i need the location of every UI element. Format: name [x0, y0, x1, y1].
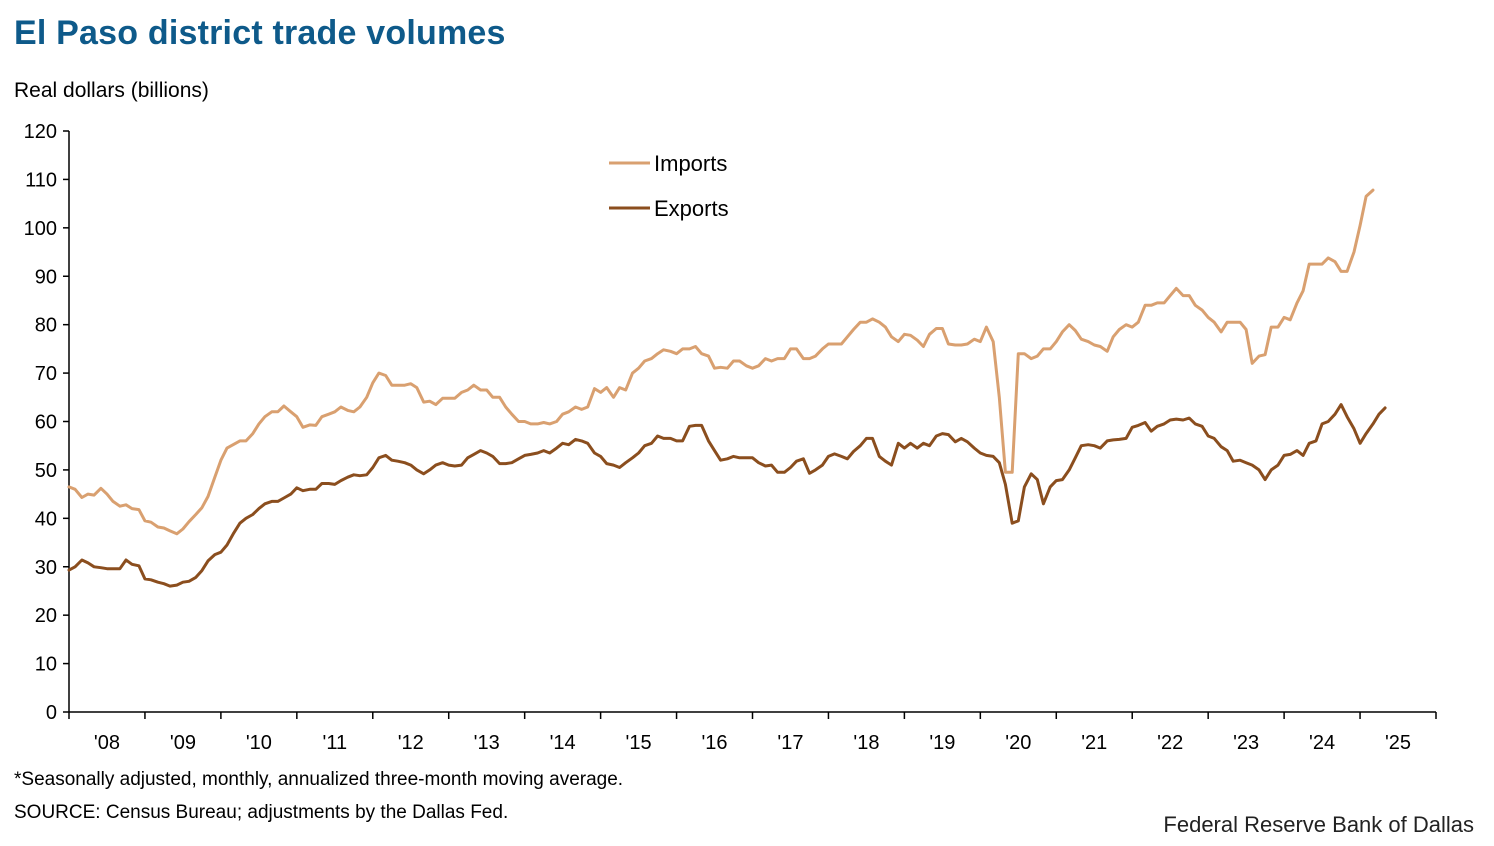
- series-line-exports: [67, 403, 1387, 588]
- y-tick-label: 120: [24, 121, 57, 143]
- x-tick-label: '16: [701, 732, 727, 754]
- x-tick-label: '15: [626, 732, 652, 754]
- brand-credit: Federal Reserve Bank of Dallas: [1163, 812, 1474, 837]
- chart-axes: 0 10 20 30 40 50 60 70 80 90 100 110 120 '08 '09 '10 '11…: [24, 121, 1437, 754]
- x-tick-label: '22: [1157, 732, 1183, 754]
- x-tick-label: '21: [1081, 732, 1107, 754]
- x-tick-label: '12: [398, 732, 424, 754]
- x-tick-label: '08: [94, 732, 120, 754]
- x-tick-label: '10: [246, 732, 272, 754]
- chart-series: [67, 188, 1387, 588]
- source-note: SOURCE: Census Bureau; adjustments by th…: [14, 802, 509, 823]
- x-tick-label: '14: [550, 732, 576, 754]
- x-tick-label: '17: [777, 732, 803, 754]
- series-line-imports: [67, 188, 1375, 536]
- x-tick-label: '23: [1233, 732, 1259, 754]
- y-tick-label: 100: [24, 218, 57, 240]
- y-tick-label: 30: [35, 557, 57, 579]
- y-tick-label: 60: [35, 412, 57, 434]
- x-tick-label: '24: [1309, 732, 1335, 754]
- y-tick-label: 110: [25, 169, 57, 191]
- y-tick-label: 0: [46, 702, 57, 724]
- footnote: *Seasonally adjusted, monthly, annualize…: [14, 769, 624, 790]
- x-tick-label: '19: [929, 732, 955, 754]
- y-tick-label: 80: [35, 315, 57, 337]
- x-tick-label: '11: [323, 732, 348, 754]
- x-tick-label: '13: [474, 732, 500, 754]
- y-axis-units-label: Real dollars (billions): [14, 79, 209, 102]
- y-tick-label: 70: [35, 363, 57, 385]
- y-tick-label: 20: [35, 605, 57, 627]
- x-tick-label: '20: [1005, 732, 1031, 754]
- legend-label-imports: Imports: [654, 151, 727, 176]
- x-tick-label: '25: [1385, 732, 1411, 754]
- x-tick-label: '18: [853, 732, 879, 754]
- y-tick-label: 90: [35, 266, 57, 288]
- y-tick-label: 10: [35, 654, 57, 676]
- legend-label-exports: Exports: [654, 196, 729, 221]
- chart-title: El Paso district trade volumes: [14, 14, 506, 52]
- y-tick-label: 40: [35, 508, 57, 530]
- x-tick-label: '09: [170, 732, 196, 754]
- chart-legend: Imports Exports: [609, 151, 729, 221]
- y-tick-label: 50: [35, 460, 57, 482]
